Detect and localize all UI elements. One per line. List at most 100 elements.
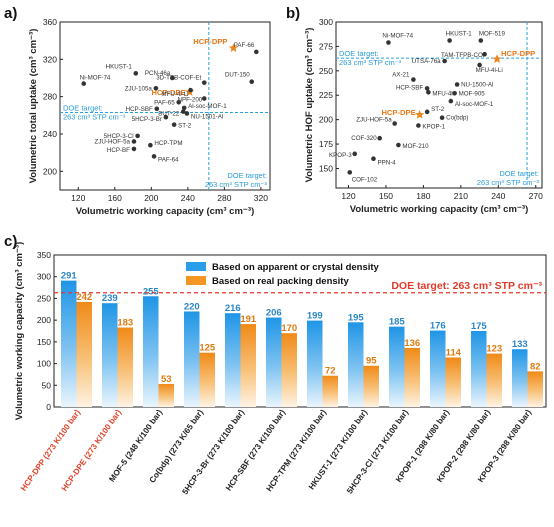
point-label: ST-2 bbox=[178, 123, 192, 130]
data-point bbox=[133, 71, 139, 76]
point-label: KPOP-1 bbox=[422, 124, 445, 131]
data-point bbox=[181, 105, 187, 111]
data-point bbox=[477, 62, 482, 68]
point-label: MOF-210 bbox=[402, 143, 429, 150]
bar-real-density bbox=[527, 371, 543, 407]
data-point bbox=[163, 114, 169, 120]
data-point bbox=[347, 170, 353, 175]
y-tick-label: 275 bbox=[319, 41, 333, 51]
data-point bbox=[153, 85, 159, 91]
y-tick-label: 225 bbox=[319, 90, 333, 100]
bar-apparent-density bbox=[348, 322, 364, 407]
point-label: NPF-200 bbox=[177, 97, 202, 104]
y-tick-label: 300 bbox=[319, 17, 333, 27]
bar-real-density bbox=[117, 327, 133, 407]
point-label: MFU-4l-Li bbox=[161, 91, 188, 98]
y-tick-label: 280 bbox=[43, 92, 57, 102]
point-label: ZJU-105a bbox=[125, 85, 153, 92]
bar-apparent-density bbox=[143, 296, 159, 407]
point-label: PPN-4 bbox=[377, 160, 396, 167]
y-tick-label: 100 bbox=[37, 359, 51, 369]
y-tick-label: 150 bbox=[319, 163, 333, 173]
data-point bbox=[424, 109, 430, 115]
bar-value-label: 125 bbox=[199, 343, 216, 354]
y-axis-title: Volumetric total uptake (cm³ cm⁻³) bbox=[28, 29, 39, 184]
point-label: HCP-DPE bbox=[381, 108, 415, 117]
data-point bbox=[416, 123, 421, 128]
data-point bbox=[482, 51, 487, 57]
data-point bbox=[180, 109, 186, 114]
x-tick-label: 240 bbox=[181, 193, 195, 203]
plot-frame bbox=[53, 254, 547, 408]
data-point bbox=[254, 49, 259, 55]
data-point bbox=[447, 38, 452, 43]
data-point bbox=[135, 133, 140, 139]
point-label: 3D-TPB-COF-Et bbox=[156, 75, 201, 82]
point-label: HCP-DPP bbox=[501, 49, 535, 58]
bar-real-density bbox=[404, 347, 420, 407]
point-label: PCN-46a bbox=[145, 70, 171, 77]
bar-real-density bbox=[445, 357, 461, 407]
bar-real-density bbox=[363, 365, 379, 407]
data-point-star bbox=[228, 43, 239, 53]
point-label: PAF-66 bbox=[234, 42, 255, 49]
bar-value-label: 175 bbox=[471, 321, 488, 332]
doe-label-horizontal: DOE target: bbox=[339, 49, 379, 58]
bar-value-label: 220 bbox=[184, 301, 200, 312]
y-tick-label: 200 bbox=[37, 315, 51, 325]
y-tick-label: 350 bbox=[37, 250, 51, 260]
bar-real-density bbox=[281, 333, 297, 407]
point-label: UTSA-76a bbox=[412, 58, 441, 65]
x-tick-label: 270 bbox=[529, 191, 543, 201]
bar-apparent-density bbox=[102, 303, 118, 407]
data-point bbox=[386, 40, 391, 45]
x-tick-label: 280 bbox=[217, 193, 231, 203]
bar-value-label: 239 bbox=[102, 293, 118, 304]
data-point bbox=[454, 82, 460, 87]
bar-value-label: 136 bbox=[404, 338, 420, 349]
bar-value-label: 53 bbox=[161, 374, 172, 385]
bar-value-label: 195 bbox=[348, 312, 365, 323]
plot-frame bbox=[59, 21, 271, 191]
bar-apparent-density bbox=[430, 330, 446, 407]
point-label: ST-2 bbox=[431, 106, 445, 113]
bar-value-label: 199 bbox=[307, 311, 323, 322]
data-point bbox=[411, 77, 416, 82]
panel-label-b: b) bbox=[286, 5, 300, 22]
point-label: HCP-DPE bbox=[151, 88, 185, 97]
bar-value-label: 170 bbox=[281, 323, 297, 334]
point-label: DUT-150 bbox=[225, 72, 250, 79]
x-tick-label: 180 bbox=[416, 191, 430, 201]
point-label: PAF-65 bbox=[154, 99, 175, 106]
point-label: Ni-MOF-74 bbox=[80, 75, 111, 82]
y-tick-label: 200 bbox=[319, 115, 333, 125]
data-point bbox=[184, 111, 190, 116]
point-label: HCP-TPM bbox=[154, 140, 182, 147]
bar-apparent-density bbox=[389, 326, 405, 407]
bar-real-density bbox=[322, 375, 338, 407]
point-label: Ni-MOF-74 bbox=[382, 33, 413, 40]
bar-value-label: 255 bbox=[143, 286, 160, 297]
x-tick-label: 120 bbox=[71, 193, 85, 203]
bar-apparent-density bbox=[512, 349, 528, 407]
x-tick-label: 200 bbox=[144, 193, 158, 203]
data-point bbox=[426, 90, 431, 95]
point-label: HCP-DPP bbox=[193, 37, 227, 46]
doe-label-vertical: 263 cm³ STP cm⁻³ bbox=[477, 178, 540, 187]
doe-label-horizontal: 263 cm³ STP cm⁻³ bbox=[339, 58, 402, 67]
point-label: ZJU-HOF-5a bbox=[95, 138, 131, 145]
point-label: HCP-BF bbox=[107, 147, 130, 154]
data-point bbox=[201, 80, 207, 85]
data-point bbox=[439, 115, 445, 120]
doe-label-horizontal: DOE target: bbox=[63, 104, 103, 113]
point-label: MOF-905 bbox=[459, 90, 486, 97]
y-tick-label: 50 bbox=[42, 380, 52, 390]
bar-real-density bbox=[240, 324, 256, 407]
data-point bbox=[352, 151, 358, 157]
bar-apparent-density bbox=[225, 313, 241, 407]
data-point-star bbox=[492, 54, 502, 63]
doe-target-label: DOE target: 263 cm³ STP cm⁻³ bbox=[391, 280, 542, 292]
point-label: NU-1500-Al bbox=[461, 81, 493, 88]
bar-value-label: 72 bbox=[325, 366, 336, 377]
bar-value-label: 95 bbox=[366, 356, 377, 367]
